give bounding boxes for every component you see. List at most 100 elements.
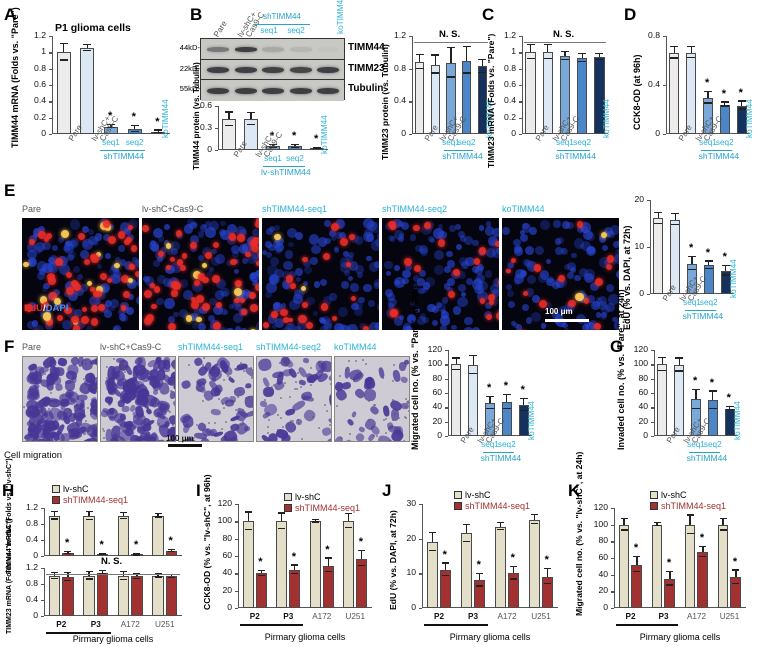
- panel-b2-chart: 1.2 0.8 0.4 0 Pare lv-shC+ Cas9-C seq1 seq2 koTIM…: [394, 29, 494, 161]
- dapi-nucleus: [598, 301, 607, 310]
- bar-lv-shC-2: [117, 576, 130, 616]
- significance-star-1: *: [291, 550, 297, 563]
- pore-dot: [404, 405, 407, 408]
- errorbar-1-1: [669, 572, 671, 579]
- dapi-nucleus: [68, 250, 76, 259]
- migrated-cell: [64, 380, 76, 392]
- errorbar-cap-2: [561, 50, 569, 52]
- dapi-nucleus: [103, 233, 111, 241]
- errorbar-cap-lo-1-2: [510, 578, 518, 580]
- errorbar-4: [725, 265, 727, 271]
- errorbar-cap-1: [431, 54, 440, 56]
- edu-nucleus: [239, 297, 245, 303]
- dapi-nucleus: [34, 246, 43, 254]
- errorbar-1-1: [294, 565, 296, 570]
- edu-nucleus: [257, 251, 259, 259]
- xcat-3: seq2: [699, 298, 718, 307]
- dapi-nucleus: [354, 300, 364, 310]
- panel-g-chart: * * * 120 100 80 60 40 20 0 Pare lv-shC+ Cas9-C seq1 s…: [634, 344, 742, 463]
- edu-nucleus: [194, 279, 201, 286]
- micrograph-3: [382, 218, 499, 330]
- dapi-nucleus: [254, 270, 259, 278]
- tickmark-1: [419, 538, 422, 540]
- pore-dot: [310, 367, 313, 370]
- errorbar-cap-1-2: [133, 572, 141, 574]
- dapi-nucleus: [519, 233, 529, 242]
- dapi-nucleus: [226, 260, 232, 267]
- image-label-f-4: koTIMM44: [334, 342, 377, 352]
- pore-dot: [345, 368, 348, 371]
- primary-underline: [424, 624, 488, 626]
- pore-dot: [373, 434, 376, 437]
- dapi-nucleus: [484, 270, 492, 278]
- edu-nucleus: [72, 324, 81, 330]
- edu-nucleus: [413, 225, 420, 232]
- tickmark-6: [49, 134, 52, 136]
- errorbar-cap-lo-1-1: [98, 554, 106, 556]
- errorbar-cap-1-0: [633, 555, 641, 558]
- pore-dot: [295, 381, 298, 384]
- errorbar-cap-0-3: [719, 517, 727, 519]
- group-bracket-line: [444, 150, 474, 152]
- errorbar-2: [691, 257, 693, 264]
- errorbar-cap-lo-1: [431, 72, 440, 74]
- edu-nucleus: [95, 252, 101, 258]
- significance-star-4: *: [722, 250, 727, 263]
- panel-h: lv-shC shTIMM44-seq1 TIMM44 mRNA (Folds …: [0, 458, 196, 647]
- dapi-nucleus: [289, 300, 300, 311]
- edu-nucleus: [83, 258, 90, 265]
- errorbar-cap-lo-4: [519, 409, 528, 411]
- bar-4: [720, 270, 731, 294]
- dapi-nucleus: [447, 277, 455, 286]
- errorbar-cap-1: [83, 44, 92, 46]
- dapi-nucleus: [409, 301, 415, 307]
- pore-dot: [93, 386, 96, 389]
- pore-dot: [266, 425, 269, 428]
- errorbar-cap-2: [688, 255, 696, 258]
- dapi-nucleus: [119, 221, 131, 233]
- dapi-nucleus: [434, 264, 444, 275]
- significance-star-3: *: [131, 111, 136, 124]
- scale-bar-e: [545, 319, 589, 322]
- dapi-nucleus: [419, 313, 427, 321]
- pore-dot: [133, 416, 136, 419]
- band-TIMM23-4: [317, 66, 339, 73]
- dapi-nucleus: [212, 305, 223, 316]
- ytick-1: 0.8: [26, 578, 38, 588]
- tickmark-0: [235, 504, 238, 506]
- migrated-cell: [55, 383, 64, 392]
- xcat-U251: U251: [345, 612, 366, 621]
- pore-dot: [279, 417, 282, 420]
- blot-header-seq1: seq1: [260, 26, 278, 35]
- pore-dot: [220, 369, 223, 372]
- edu-nucleus: [127, 277, 134, 284]
- dapi-nucleus: [303, 259, 312, 268]
- dapi-nucleus: [127, 279, 137, 289]
- pore-dot: [50, 392, 53, 395]
- errorbar-cap-3: [130, 125, 139, 127]
- edu-nucleus: [274, 233, 281, 241]
- ytick-2: 0: [655, 128, 660, 138]
- dapi-nucleus: [190, 313, 198, 321]
- errorbar-3: [506, 395, 508, 403]
- dapi-nucleus: [405, 263, 413, 272]
- errorbar-cap-lo-1-2: [324, 571, 332, 573]
- dapi-nucleus: [485, 301, 492, 309]
- edu-nucleus: [191, 297, 197, 303]
- dapi-nucleus: [153, 260, 161, 268]
- pore-dot: [202, 364, 205, 367]
- dapi-nucleus: [387, 302, 395, 309]
- tickmark-6: [445, 436, 448, 438]
- pore-dot: [86, 407, 89, 410]
- panel-h-legend: lv-shC shTIMM44-seq1: [52, 484, 128, 506]
- image-label-f-0: Pare: [22, 342, 42, 352]
- dapi-nucleus: [173, 311, 179, 318]
- errorbar-1-1: [479, 574, 481, 581]
- errorbar-1-2: [327, 558, 329, 566]
- dapi-nucleus: [36, 260, 48, 272]
- errorbar-0: [419, 54, 421, 63]
- migrated-cell: [324, 437, 331, 441]
- dapi-nucleus: [163, 223, 170, 230]
- ytick-2: 0: [207, 144, 212, 154]
- ytick-5: 0.2: [34, 111, 46, 122]
